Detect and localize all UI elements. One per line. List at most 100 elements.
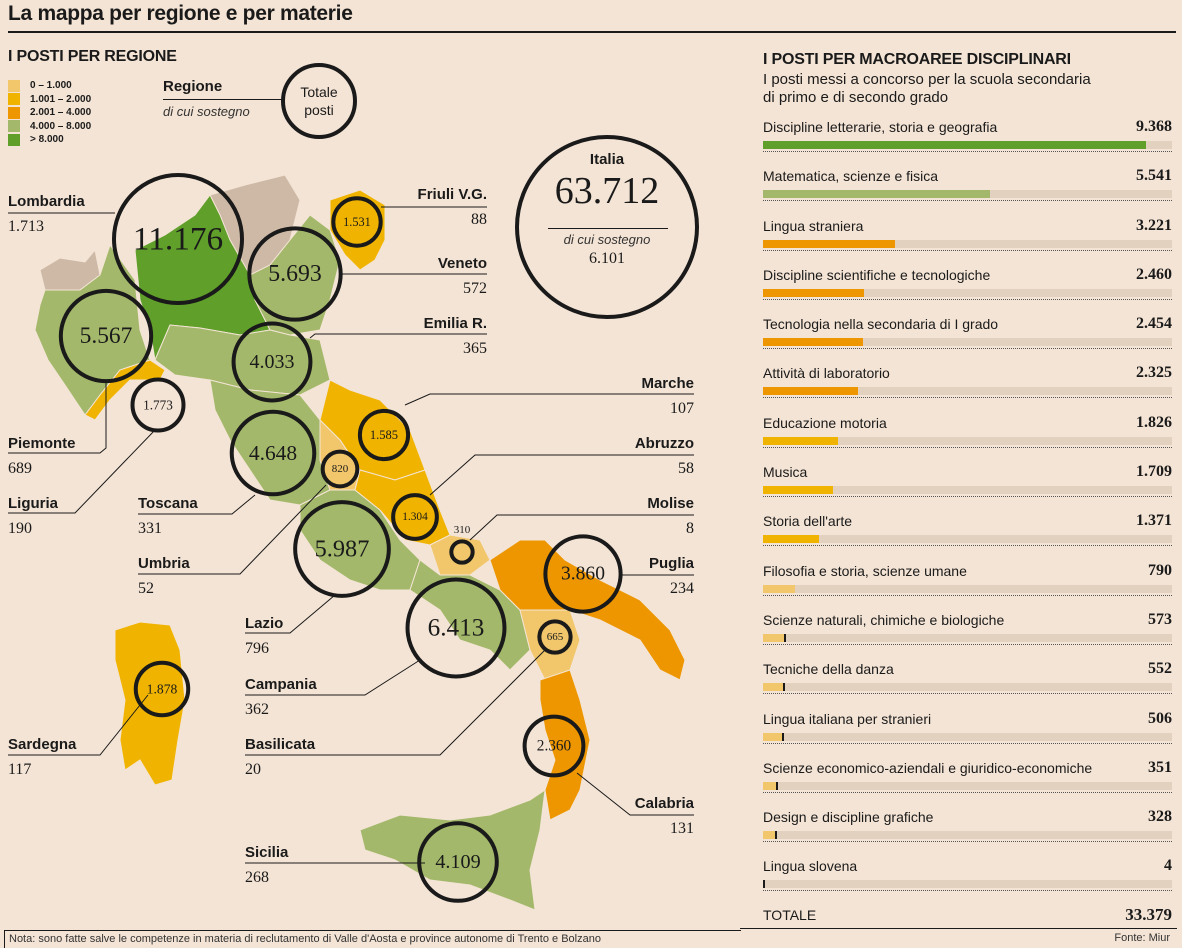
region-name-friuli-v-g: Friuli V.G. (418, 186, 487, 203)
leader-abruzzo (429, 454, 694, 496)
legend-item: 4.000 – 8.000 (8, 120, 91, 134)
bar-label: Discipline letterarie, storia e geografi… (763, 119, 998, 135)
title-rule (8, 31, 1176, 33)
italia-name: Italia (589, 151, 625, 168)
bar-fill (763, 831, 776, 840)
bar-divider (763, 742, 1172, 744)
bar-label: Filosofia e storia, scienze umane (763, 562, 967, 579)
bar-label: Attività di laboratorio (763, 365, 890, 382)
leader-toscana (138, 494, 256, 515)
bar-value: 351 (1148, 758, 1172, 776)
bar-label: Scienze economico-aziendali e giuridico-… (763, 759, 1093, 776)
bar-track (763, 732, 1172, 741)
region-sicilia (359, 788, 546, 911)
region-sostegno-lombardia: 1.713 (8, 218, 44, 235)
bar-divider (763, 446, 1172, 448)
leader-marche (404, 393, 694, 406)
region-sostegno-toscana: 331 (138, 520, 162, 537)
region-sostegno-friuli-v-g: 88 (471, 211, 487, 228)
bar-divider (763, 249, 1172, 251)
bubbles: 11.176 1.531 5.693 4.033 5.567 1.773 4.648 820 1… (58, 173, 623, 903)
bar-label: Musica (763, 464, 808, 481)
bar-value: 2.454 (1136, 315, 1172, 333)
bar-track (763, 535, 1172, 544)
legend-label: > 8.000 (30, 134, 64, 146)
region-name-basilicata: Basilicata (245, 736, 316, 753)
legend-item: > 8.000 (8, 133, 91, 147)
bar-fill (763, 584, 796, 593)
bar-row: Lingua italiana per stranieri 506 (763, 709, 1172, 758)
region-sostegno-puglia: 234 (670, 580, 694, 597)
bar-row: Lingua straniera 3.221 (763, 216, 1172, 265)
bar-fill (763, 535, 820, 544)
region-sostegno-umbria: 52 (138, 580, 154, 597)
region-sostegno-molise: 8 (686, 520, 694, 537)
bubble-calabria (522, 714, 586, 778)
leader-sardegna (8, 694, 149, 756)
bubble-value-campania: 6.413 (428, 615, 485, 642)
bar-value: 328 (1148, 808, 1172, 826)
bar-row: Musica 1.709 (763, 462, 1172, 511)
region-sostegno-liguria: 190 (8, 520, 32, 537)
leader-umbria (138, 484, 327, 575)
region-name-campania: Campania (245, 676, 317, 693)
legend-label: 1.001 – 2.000 (30, 93, 92, 105)
region-name-marche: Marche (641, 375, 694, 392)
bubble-value-calabria: 2.360 (537, 738, 572, 755)
region-sostegno-calabria: 131 (670, 820, 694, 837)
leader-molise (469, 514, 694, 541)
bar-track (763, 781, 1172, 790)
bubble-molise (449, 539, 475, 565)
bar-label: Discipline scientifiche e tecnologiche (763, 266, 991, 283)
leader-lines (8, 206, 694, 864)
bar-track (763, 683, 1172, 692)
bubble-value-emilia-r: 4.033 (250, 351, 295, 373)
bubble-sicilia (417, 821, 499, 903)
bubble-value-liguria: 1.773 (143, 398, 173, 413)
bar-track (763, 338, 1172, 347)
bar-row: Discipline letterarie, storia e geografi… (763, 117, 1172, 166)
bar-divider (763, 545, 1172, 547)
region-labels: Lombardia 1.713 Friuli V.G. 88 Veneto 572 Emil… (8, 186, 695, 886)
key-sub-label: di cui sostegno (163, 104, 250, 119)
bar-track (763, 633, 1172, 642)
legend-item: 1.001 – 2.000 (8, 93, 91, 107)
leader-basilicata (245, 649, 546, 756)
bar-fill (763, 683, 784, 692)
bar-fill (763, 190, 990, 199)
bar-row: Filosofia e storia, scienze umane 790 (763, 561, 1172, 610)
bar-value: 1.709 (1136, 463, 1172, 481)
bar-track (763, 239, 1172, 248)
bar-track (763, 436, 1172, 445)
region-sostegno-basilicata: 20 (245, 761, 261, 778)
bar-fill (763, 387, 859, 396)
bar-value: 790 (1148, 561, 1172, 579)
bubble-toscana (229, 409, 317, 497)
key-rule (163, 99, 283, 100)
bar-fill (763, 338, 864, 347)
bar-row: Design e discipline grafiche 328 (763, 807, 1172, 856)
bar-row: Tecniche della danza 552 (763, 659, 1172, 708)
bubble-marche (357, 408, 411, 462)
region-name-abruzzo: Abruzzo (635, 435, 694, 452)
bar-track (763, 141, 1172, 149)
bar-end-tick (784, 633, 787, 642)
total-label: TOTALE (763, 907, 817, 923)
legend-label: 2.001 – 4.000 (30, 107, 92, 119)
bar-row: Attività di laboratorio 2.325 (763, 363, 1172, 412)
legend-swatch (8, 133, 20, 146)
bubble-basilicata (537, 619, 573, 655)
bubble-puglia (543, 534, 623, 614)
legend-label: 4.000 – 8.000 (30, 120, 92, 132)
footnote-box: Nota: sono fatte salve le competenze in … (4, 930, 741, 948)
bar-fill (763, 436, 838, 445)
bar-value: 9.368 (1136, 118, 1172, 135)
bar-track (763, 387, 1172, 396)
region-name-sardegna: Sardegna (8, 736, 77, 753)
bar-track (763, 880, 1172, 889)
region-sostegno-sicilia: 268 (245, 869, 269, 886)
bubble-veneto (247, 226, 343, 322)
legend-swatch (8, 106, 20, 119)
bubble-campania (405, 577, 507, 679)
bars-subtitle-line2: di primo e di secondo grado (763, 89, 949, 106)
